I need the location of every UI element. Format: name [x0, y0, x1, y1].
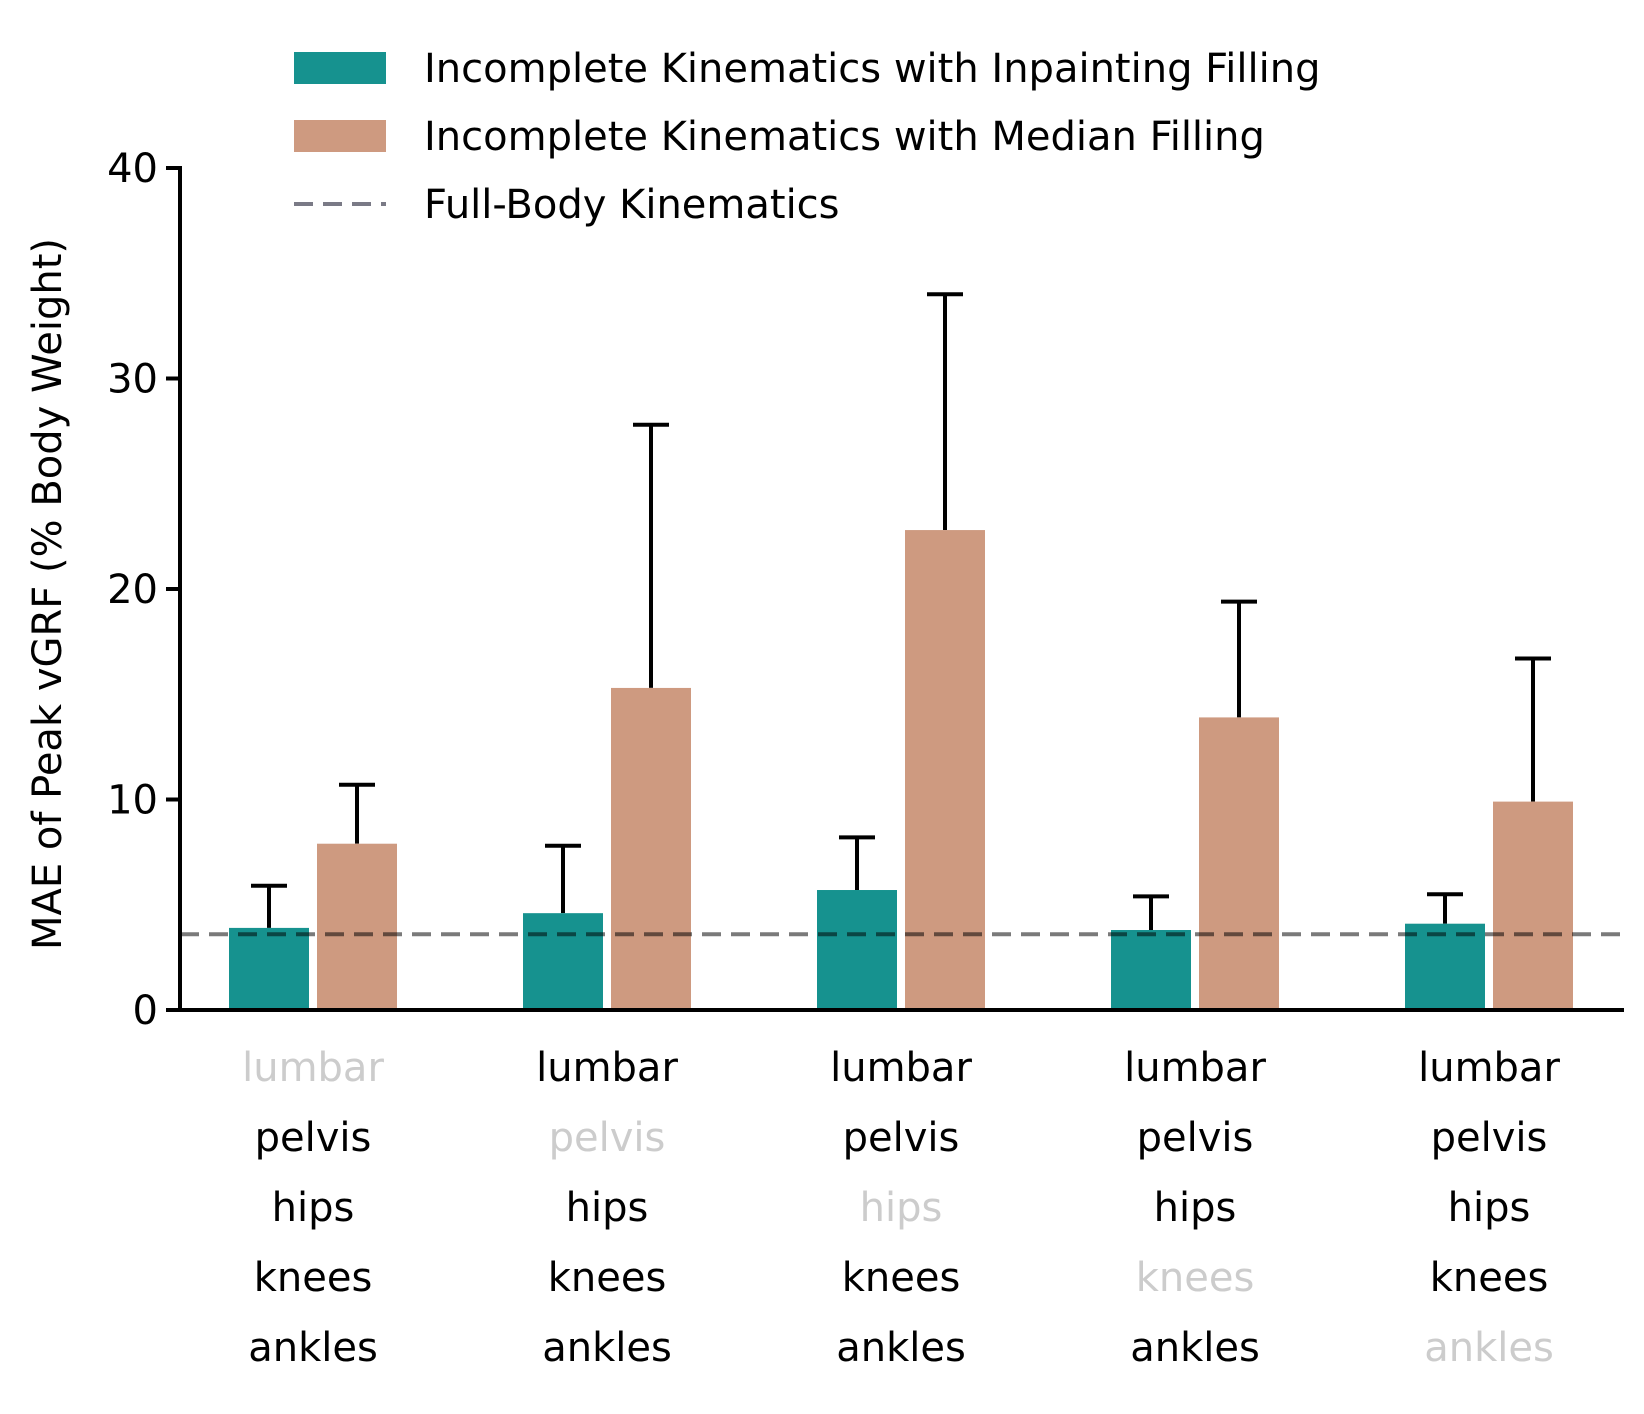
joint-label: ankles — [1130, 1325, 1260, 1371]
joint-label: pelvis — [1431, 1115, 1548, 1161]
bar — [817, 890, 897, 1010]
joint-label: pelvis — [549, 1115, 666, 1161]
y-axis-title: MAE of Peak vGRF (% Body Weight) — [25, 238, 71, 950]
y-tick-label: 40 — [107, 146, 158, 192]
bar — [905, 530, 985, 1010]
joint-label: knees — [1430, 1255, 1549, 1301]
joint-labels: lumbar pelvis hips knees ankles lumbar pelvis h… — [242, 1045, 1560, 1371]
joint-label: ankles — [542, 1325, 672, 1371]
joint-label: ankles — [248, 1325, 378, 1371]
joint-label: ankles — [836, 1325, 966, 1371]
joint-label: knees — [254, 1255, 373, 1301]
bar — [523, 913, 603, 1010]
joint-label: hips — [566, 1185, 649, 1231]
bar — [611, 687, 691, 1010]
y-tick-label: 30 — [107, 357, 158, 403]
joint-label: knees — [1136, 1255, 1255, 1301]
y-axis: 0 10 20 30 40 — [107, 146, 182, 1034]
joint-label: lumbar — [242, 1045, 384, 1091]
joint-label: lumbar — [1418, 1045, 1560, 1091]
joint-label: knees — [548, 1255, 667, 1301]
legend: Incomplete Kinematics with Inpainting Fi… — [294, 46, 1320, 228]
joint-label: pelvis — [1137, 1115, 1254, 1161]
joint-label: ankles — [1424, 1325, 1554, 1371]
joint-label: hips — [272, 1185, 355, 1231]
joint-label: hips — [860, 1185, 943, 1231]
joint-label: lumbar — [830, 1045, 972, 1091]
legend-label: Incomplete Kinematics with Inpainting Fi… — [424, 46, 1320, 92]
joint-label: lumbar — [536, 1045, 678, 1091]
legend-label: Full-Body Kinematics — [424, 182, 840, 228]
bar — [229, 927, 309, 1010]
joint-label: hips — [1448, 1185, 1531, 1231]
bar — [1493, 801, 1573, 1010]
legend-swatch — [294, 52, 386, 84]
y-tick-label: 10 — [107, 778, 158, 824]
y-tick-label: 0 — [133, 988, 158, 1034]
joint-label: knees — [842, 1255, 961, 1301]
bar — [1199, 717, 1279, 1010]
bars — [229, 292, 1573, 1010]
joint-label: hips — [1154, 1185, 1237, 1231]
joint-label: pelvis — [843, 1115, 960, 1161]
legend-swatch — [294, 120, 386, 152]
joint-label: pelvis — [255, 1115, 372, 1161]
bar — [317, 843, 397, 1010]
bar — [1111, 930, 1191, 1010]
joint-label: lumbar — [1124, 1045, 1266, 1091]
y-tick-label: 20 — [107, 567, 158, 613]
legend-label: Incomplete Kinematics with Median Fillin… — [424, 114, 1265, 160]
bar — [1405, 923, 1485, 1010]
